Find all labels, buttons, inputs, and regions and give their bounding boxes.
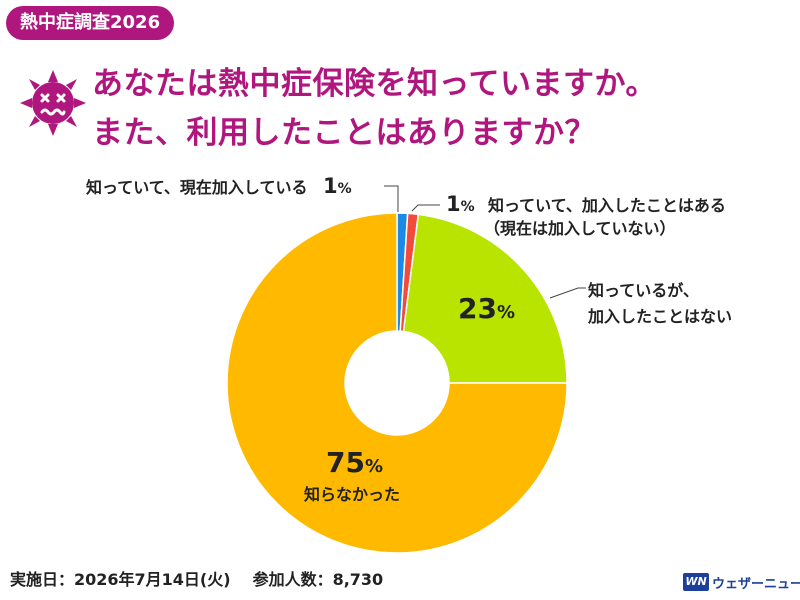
title-line-1: あなたは熱中症保険を知っていますか。 [92,66,657,102]
leader-line-s0 [384,185,399,212]
slice-name-s1-line2: （現在は加入していない） [484,219,676,238]
slice-value-s3-number: 75 [326,446,365,479]
slice-value-s2: 23% [458,292,515,325]
pct-sign: % [496,302,516,323]
participant-count: 参加人数：8,730 [252,570,384,589]
leader-line-s2 [549,287,586,299]
slice-value-s2-number: 23 [458,292,497,325]
slice-value-s1: 1 [446,192,461,216]
brand-mark-icon: WN [683,573,709,591]
donut-slice-3 [226,212,568,554]
dizzy-sun-icon [20,70,86,136]
slice-value-s0: 1 [323,174,338,198]
donut-slice-2 [402,213,568,384]
slice-name-s2-line1: 知っているが、 [588,281,699,300]
slice-value-s3: 75% [326,446,383,479]
survey-date: 実施日：2026年7月14日(火) [10,570,231,589]
brand-name: ウェザーニュース [712,576,800,592]
footer: 実施日：2026年7月14日(火) 参加人数：8,730 [10,566,383,590]
slice-label-s1: 1% 知っていて、加入したことはある [446,193,726,218]
leader-line-s1 [411,204,440,212]
title-line-2: また、利用したことはありますか？ [92,115,596,151]
chart-title: あなたは熱中症保険を知っていますか。 また、利用したことはありますか？ [92,60,792,158]
slice-name-s2-line2: 加入したことはない [588,307,733,326]
pct-sign: % [337,181,352,197]
slice-name-s3: 知らなかった [304,485,401,504]
brand-logo: WN ウェザーニュース [683,571,800,593]
slice-name-s1-line1: 知っていて、加入したことはある [487,196,726,215]
pct-sign: % [364,456,384,477]
pct-sign: % [460,199,475,215]
slice-name-s0: 知っていて、現在加入している [86,178,308,197]
survey-tag: 熱中症調査2026 [6,6,175,40]
slice-label-s0: 知っていて、現在加入している 1% [86,175,352,200]
